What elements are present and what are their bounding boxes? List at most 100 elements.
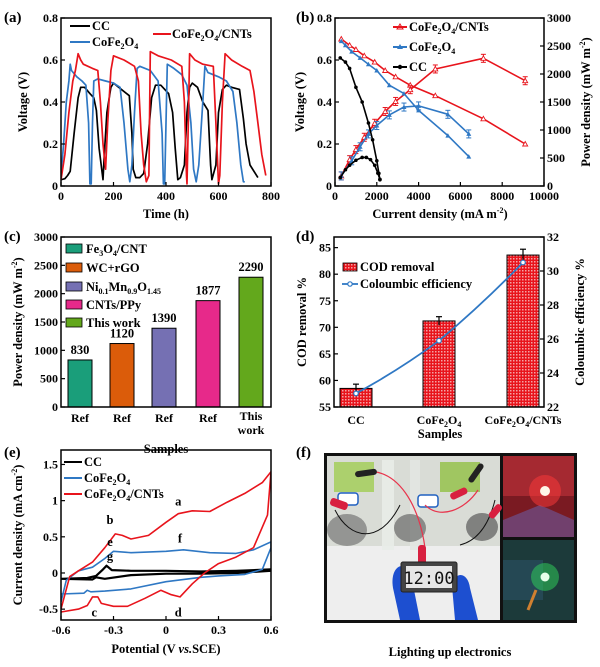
red-led <box>540 486 550 496</box>
x-tick-label: 2000 <box>365 189 389 203</box>
bar <box>67 359 93 408</box>
plot-frame-d <box>333 236 545 408</box>
y-tick-label: 2000 <box>34 287 58 301</box>
legend-label-nimno: Ni0.1Mn0.9O1.45 <box>86 280 161 296</box>
x-axis-label-e: Potential (V vs.SCE) <box>111 642 220 656</box>
legend-b: CoFe2O4/CNTs CoFe2O4 CC <box>393 20 489 74</box>
y-axis-label-b: Voltage (V) <box>293 72 307 132</box>
data-point <box>338 175 343 180</box>
data-point <box>353 390 359 397</box>
data-point <box>370 138 375 142</box>
legend-swatch-this-work <box>65 317 83 328</box>
data-point <box>354 158 358 163</box>
legend-label-cofe2o4: CoFe2O4 <box>92 35 138 51</box>
chart-c: 830 1120 1390 1877 2290 0 500 1000 1500 2000 2500… <box>10 230 272 456</box>
data-label: 1390 <box>152 311 177 325</box>
legend-label-e-cnts: CoFe2O4/CNTs <box>84 487 164 503</box>
panel-label-a: (a) <box>4 10 22 26</box>
data-point <box>357 144 363 149</box>
x-tick-label: CoFe2O4 <box>417 413 462 429</box>
annotation-e: e <box>107 535 113 549</box>
data-point <box>432 92 439 99</box>
y-tick-label: 80 <box>319 267 331 281</box>
panel-label-e: (e) <box>4 445 21 461</box>
data-point <box>372 163 377 168</box>
x-tick-label: 800 <box>262 189 280 203</box>
annotation-b: b <box>107 513 114 527</box>
series-cv-cofe2o4 <box>61 541 271 603</box>
series-cc-power <box>339 156 381 180</box>
legend-a: CC CoFe2O4 CoFe2O4/CNTs <box>70 19 252 51</box>
legend-label-wc-rgo: WC+rGO <box>86 261 140 275</box>
legend-marker-b-cnts <box>396 23 404 30</box>
legend-label-cod: COD removal <box>360 260 435 274</box>
data-point <box>401 91 407 96</box>
data-point <box>343 167 348 172</box>
y-tick-label: 85 <box>319 241 331 255</box>
legend-d: COD removal Coloumbic efficiency <box>342 260 473 291</box>
y2-tick-label: 1500 <box>547 95 571 109</box>
y-axis-label-a: Voltage (V) <box>16 72 30 132</box>
series-cv-cofe2o4-cnts <box>61 470 271 613</box>
data-point <box>432 65 439 72</box>
photo-caption: Lighting up electronics <box>389 645 512 659</box>
y2-axis-label-b: Power density (mW m-2) <box>578 37 593 166</box>
clock-display <box>406 566 452 588</box>
data-point <box>360 52 368 59</box>
legend-swatch-wc-rgo <box>65 262 83 273</box>
data-point <box>376 171 380 175</box>
y-axis-label-e: Current density (mA cm-2) <box>10 465 25 606</box>
y-axis-label-c: Power density (mW m-2) <box>10 257 25 386</box>
bar <box>506 254 540 408</box>
bar <box>422 320 456 408</box>
y-tick-label: 55 <box>319 400 331 414</box>
x-tick-label: Ref <box>71 411 90 425</box>
y2-tick-label: 32 <box>547 230 559 244</box>
panel-label-d: (d) <box>296 229 314 245</box>
y2-tick-label: 3000 <box>547 11 571 25</box>
x-axis-label-d: Samples <box>418 427 463 441</box>
data-point <box>375 159 379 163</box>
y2-tick-label: 22 <box>547 400 559 414</box>
x-tick-label: CoFe2O4/CNTs <box>485 413 562 429</box>
legend-e: CC CoFe2O4 CoFe2O4/CNTs <box>64 455 164 503</box>
panel-label-c: (c) <box>4 229 21 245</box>
x-tick-label: This <box>240 409 263 423</box>
data-point <box>445 133 451 138</box>
y-tick-label: 0.2 <box>43 137 58 151</box>
y-tick-label: 0.5 <box>43 530 58 544</box>
x-tick-label: 400 <box>157 189 175 203</box>
y-tick-label: 0 <box>326 179 332 193</box>
x-tick-label: 6000 <box>448 189 472 203</box>
chart-a: 0 0.2 0.4 0.6 0.8 0 200 400 600 800 Time (h) Volt… <box>16 11 280 221</box>
data-point <box>349 49 355 54</box>
data-point <box>480 115 487 122</box>
y2-tick-label: 30 <box>547 264 559 278</box>
data-label: 1877 <box>196 284 221 298</box>
clock-time: 12:00 <box>403 569 454 589</box>
legend-swatch-cnts-ppy <box>65 299 83 310</box>
data-point <box>392 73 399 80</box>
legend-label-fe3o4-cnt: Fe3O4/CNT <box>86 242 147 258</box>
legend-swatch-fe3o4-cnt <box>65 243 83 254</box>
y-tick-label: 65 <box>319 347 331 361</box>
legend-label-this-work: This work <box>86 316 141 330</box>
annotation-g: g <box>107 550 114 564</box>
series-cofe2o4-power <box>340 105 470 177</box>
data-point <box>342 42 348 48</box>
data-point <box>401 104 407 110</box>
data-point <box>338 56 343 60</box>
data-point <box>521 140 529 147</box>
legend-label-e-cc: CC <box>84 455 102 469</box>
y-tick-label: 500 <box>40 372 58 386</box>
bar <box>195 300 221 408</box>
y-axis-label-d: COD removal % <box>295 277 309 367</box>
series-cofe2o4 <box>61 63 245 185</box>
y-tick-label: 1500 <box>34 315 58 329</box>
y-tick-label: 0.6 <box>317 53 332 67</box>
y-tick-label: 3000 <box>34 230 58 244</box>
y-tick-label: 0 <box>52 566 58 580</box>
data-point <box>436 337 442 344</box>
x-axis-label-b: Current density (mA m-2) <box>372 206 507 221</box>
